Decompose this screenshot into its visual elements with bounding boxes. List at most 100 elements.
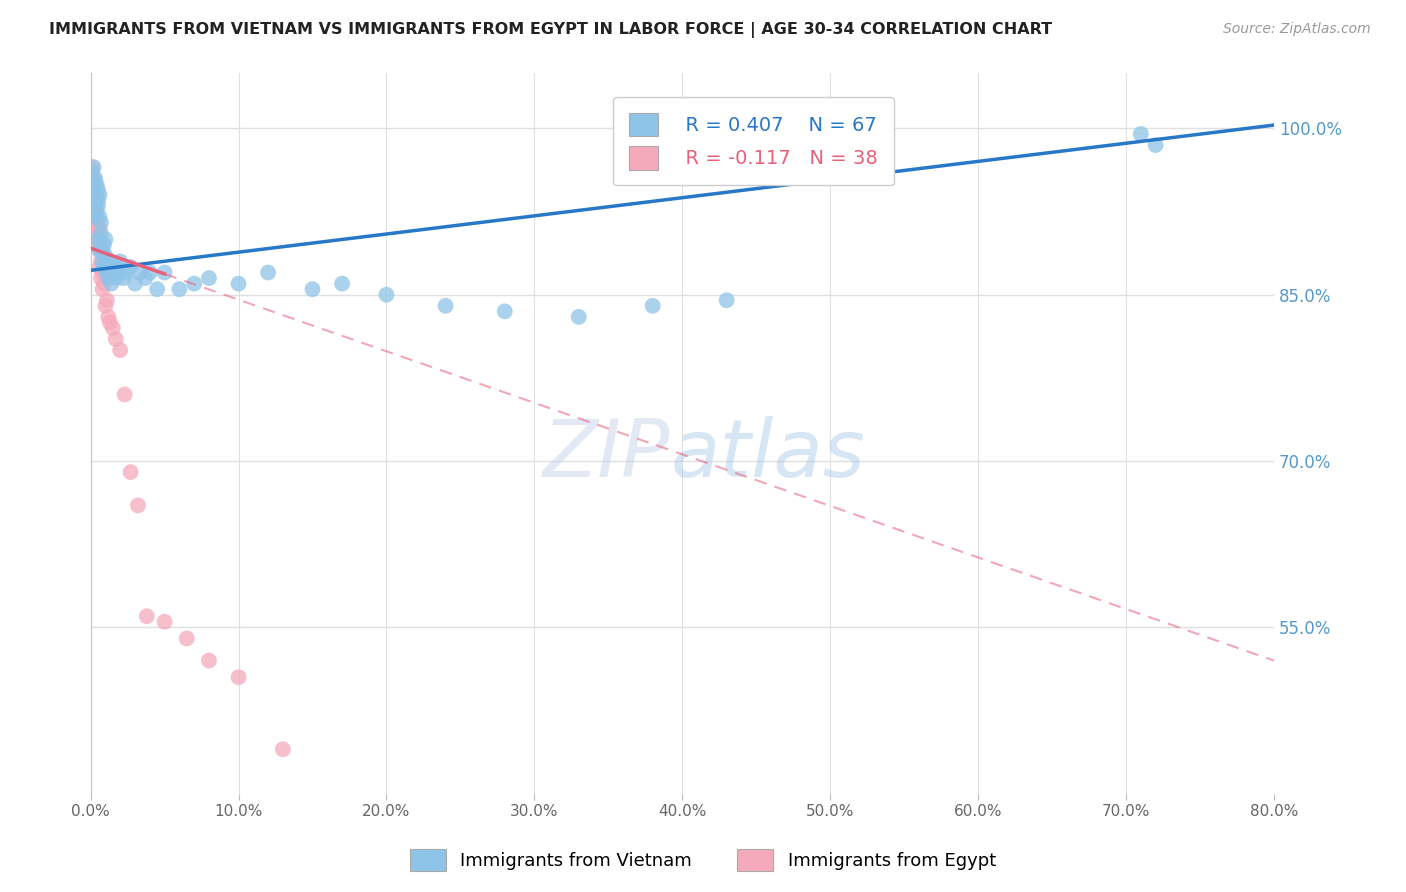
Point	[84, 199, 107, 213]
Point	[101, 266, 124, 280]
Point	[90, 227, 112, 241]
Point	[87, 232, 110, 246]
Point	[93, 260, 115, 274]
Point	[153, 615, 176, 629]
Point	[97, 271, 120, 285]
Point	[86, 227, 108, 241]
Point	[83, 160, 105, 174]
Point	[89, 260, 111, 274]
Point	[568, 310, 591, 324]
Text: IMMIGRANTS FROM VIETNAM VS IMMIGRANTS FROM EGYPT IN LABOR FORCE | AGE 30-34 CORR: IMMIGRANTS FROM VIETNAM VS IMMIGRANTS FR…	[49, 22, 1052, 38]
Point	[90, 216, 112, 230]
Point	[87, 199, 110, 213]
Point	[198, 654, 221, 668]
Point	[82, 177, 104, 191]
Point	[84, 188, 107, 202]
Point	[96, 266, 118, 280]
Point	[84, 210, 107, 224]
Point	[98, 266, 121, 280]
Point	[115, 266, 138, 280]
Point	[84, 199, 107, 213]
Point	[94, 249, 117, 263]
Legend:   R = 0.407    N = 67,   R = -0.117   N = 38: R = 0.407 N = 67, R = -0.117 N = 38	[613, 97, 894, 186]
Point	[98, 315, 121, 329]
Point	[98, 254, 121, 268]
Point	[124, 277, 146, 291]
Point	[83, 177, 105, 191]
Point	[494, 304, 516, 318]
Point	[84, 210, 107, 224]
Point	[128, 266, 150, 280]
Point	[86, 204, 108, 219]
Point	[87, 232, 110, 246]
Point	[89, 244, 111, 258]
Point	[330, 277, 353, 291]
Point	[82, 188, 104, 202]
Point	[91, 254, 114, 268]
Point	[86, 216, 108, 230]
Point	[84, 171, 107, 186]
Point	[107, 266, 129, 280]
Point	[104, 332, 127, 346]
Point	[82, 166, 104, 180]
Point	[82, 160, 104, 174]
Point	[91, 282, 114, 296]
Point	[101, 321, 124, 335]
Point	[89, 244, 111, 258]
Point	[1129, 127, 1152, 141]
Point	[146, 282, 169, 296]
Point	[375, 287, 398, 301]
Point	[84, 182, 107, 196]
Point	[94, 232, 117, 246]
Point	[94, 260, 117, 274]
Point	[83, 182, 105, 196]
Text: ZIP: ZIP	[543, 416, 671, 494]
Point	[87, 237, 110, 252]
Point	[87, 194, 110, 208]
Point	[112, 271, 135, 285]
Point	[257, 266, 280, 280]
Point	[86, 188, 108, 202]
Point	[103, 260, 125, 274]
Point	[228, 277, 250, 291]
Point	[134, 271, 156, 285]
Point	[641, 299, 664, 313]
Point	[183, 277, 205, 291]
Legend: Immigrants from Vietnam, Immigrants from Egypt: Immigrants from Vietnam, Immigrants from…	[402, 842, 1004, 879]
Point	[120, 465, 142, 479]
Point	[89, 188, 111, 202]
Point	[434, 299, 457, 313]
Point	[90, 237, 112, 252]
Point	[100, 277, 122, 291]
Point	[228, 670, 250, 684]
Point	[97, 260, 120, 274]
Point	[198, 271, 221, 285]
Point	[139, 266, 162, 280]
Point	[83, 194, 105, 208]
Point	[93, 277, 115, 291]
Point	[271, 742, 294, 756]
Point	[96, 254, 118, 268]
Point	[176, 632, 198, 646]
Point	[96, 293, 118, 308]
Point	[83, 194, 105, 208]
Point	[94, 299, 117, 313]
Point	[153, 266, 176, 280]
Point	[89, 221, 111, 235]
Point	[1144, 138, 1167, 153]
Point	[105, 260, 128, 274]
Point	[108, 343, 131, 358]
Point	[90, 254, 112, 268]
Point	[91, 244, 114, 258]
Point	[89, 210, 111, 224]
Point	[86, 177, 108, 191]
Point	[86, 204, 108, 219]
Text: atlas: atlas	[671, 416, 865, 494]
Point	[127, 499, 149, 513]
Point	[100, 260, 122, 274]
Point	[83, 171, 105, 186]
Text: Source: ZipAtlas.com: Source: ZipAtlas.com	[1223, 22, 1371, 37]
Point	[716, 293, 738, 308]
Point	[97, 310, 120, 324]
Point	[301, 282, 323, 296]
